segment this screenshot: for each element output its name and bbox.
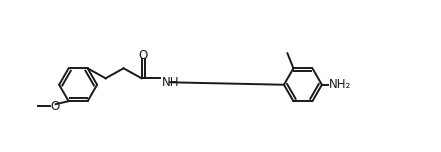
Text: NH₂: NH₂ [329, 78, 351, 91]
Text: O: O [50, 100, 59, 113]
Text: NH: NH [162, 76, 179, 89]
Text: O: O [138, 49, 148, 62]
